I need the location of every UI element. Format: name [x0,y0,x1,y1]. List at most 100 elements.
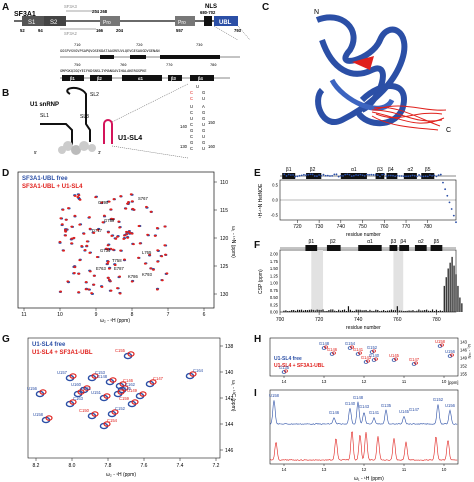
f-bar [371,310,373,312]
h-xtick-label: 10 [442,379,447,384]
h-peak-label: G140 [369,353,380,358]
stem-r2: G [202,110,205,115]
f-xtick-label: 700 [276,317,285,323]
e-xtick-label: 740 [337,224,346,230]
f-ytick-label: 0.25 [270,302,279,307]
e-ss-label: β3 [377,167,383,173]
d-xlabel: ω₂ - ¹H (ppm) [100,318,130,324]
domain-s2-label: S2 [50,20,58,26]
e-point [415,175,418,178]
d-peak-bound [118,226,122,229]
d-peak-bound [114,237,118,240]
g-peak-bound [131,399,139,405]
e-point [413,174,416,177]
e-point [283,173,286,176]
f-ss-label: β1 [308,239,314,245]
f-bar [459,297,461,312]
h-xtick-label: 12 [362,379,367,384]
d-peak-bound [146,233,150,236]
i-peak-label: G152 [433,397,444,402]
g-peak-label: U160 [71,382,82,387]
g-peak-bound [91,411,99,417]
peak-label-l765: L765 [142,250,152,255]
i-peak-label: G143 [359,404,370,409]
h-xtick-label: 14 [282,379,287,384]
stem-r1: A [202,104,205,109]
e-point [355,174,357,176]
panel-b-rna-schematic: U1 snRNP SL2 SL1 SL3 5' 3' U1-SL4 U C G … [30,83,216,159]
nls-label: NLS [205,4,217,10]
loop-u2: U [202,96,205,101]
d-peak-bound [164,253,167,256]
f-bar [377,309,379,312]
f-bar [388,310,391,312]
e-point [318,174,321,176]
f-ss-block [305,245,318,251]
f-bar [398,310,400,312]
g-peak-label: C153 [95,370,106,375]
d-peak-bound [130,280,134,283]
e-point [374,174,377,176]
sf3a2-label: SF3A2 [64,31,77,36]
g-ylabel: ω₁ - ¹³C (ppm) [230,380,236,412]
peak-label-s767: S767 [138,196,148,201]
g-peak-label: C163 [73,396,84,401]
d-peak-bound [122,237,126,240]
g-peak-label: U149 [127,388,138,393]
d-peak-bound [125,230,128,233]
d-peak-bound [95,255,99,258]
d-ylabel: ω₁ - ¹⁵N (ppm) [230,226,236,258]
seq1-num2: 720 [136,43,143,47]
i-trace-bound [269,431,458,461]
panel-label-d: D [2,168,10,179]
h-peak-bound [324,345,328,349]
f-bar [314,310,316,312]
d-peak-bound [88,270,92,273]
e-point [326,174,329,177]
stem-l6: C [190,134,193,139]
d-peak-bound [106,262,109,265]
d-peak-bound [124,207,128,210]
stem-r3: G [202,116,205,121]
g-peak-bound [189,371,197,377]
f-ss-label: β2 [330,239,336,245]
f-ytick-label: 1.00 [270,281,279,286]
panel-label-c: C [262,2,270,13]
e-point [411,174,414,177]
d-peak-bound [84,288,88,291]
d-peak-bound [156,249,160,252]
peak-label-t758: T758 [112,258,122,263]
f-ytick-label: 0.75 [270,288,279,293]
h-ytick-label: 152 [460,364,468,369]
g-peak-label: U161 [81,386,92,391]
e-point [289,174,292,176]
range-label: 254 268 [92,9,108,14]
e-point [359,173,362,176]
d-peak-bound [129,193,133,196]
d-ytick-label: 125 [220,264,229,270]
d-peak-bound [119,249,123,252]
g-peak-bound [103,421,111,427]
protein-name: SF3A1 [14,11,36,18]
u1-snrnp-label: U1 snRNP [30,102,59,108]
d-peak-bound [106,276,110,279]
panel-f-frame [279,249,457,313]
f-bar [330,309,332,312]
g-peak-bound [39,389,47,395]
d-peak-bound [128,231,132,234]
e-xlabel: residue number [346,232,381,238]
f-xtick-label: 760 [393,317,402,323]
d-peak-bound [132,243,135,246]
g-ytick-label: 138 [225,344,234,350]
f-bar [302,310,305,312]
f-shade-region [311,250,324,312]
f-bar [439,310,441,312]
ss-alpha1: α1 [138,76,144,81]
i-peak-label: G147 [409,407,420,412]
f-ss-block [389,245,398,251]
f-bar [295,310,297,312]
h-peak-bound [372,349,376,353]
stem-l8: C [190,146,193,151]
e-point [335,173,338,176]
tick-166: 166 [96,28,104,33]
